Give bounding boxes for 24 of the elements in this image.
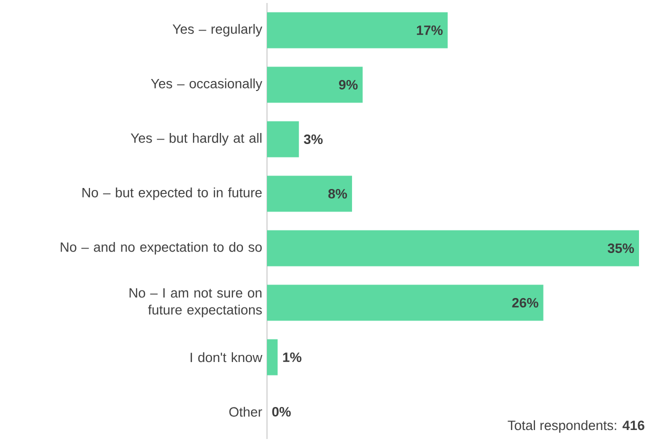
bar [267, 12, 448, 48]
bar [267, 339, 278, 376]
y-tick-label: Yes – regularly [172, 24, 262, 37]
y-tick-label: No – and no expectation to do so [60, 242, 262, 255]
data-label: 0% [272, 406, 291, 417]
bar [267, 176, 352, 212]
bar [267, 230, 639, 266]
data-label: 26% [512, 298, 538, 308]
data-label: 35% [608, 243, 634, 254]
y-tick-label: Yes – occasionally [150, 78, 262, 92]
data-label: 3% [304, 134, 323, 144]
bar [267, 121, 299, 158]
annotation: Total respondents: 416 [508, 420, 644, 433]
y-tick-label: No – but expected to in future [82, 187, 262, 200]
y-tick-label: Yes – but hardly at all [130, 132, 262, 146]
y-tick-label: I don't know [190, 352, 262, 362]
data-label: 8% [328, 188, 347, 199]
y-tick-label: Other [229, 406, 262, 417]
bar [267, 284, 544, 321]
data-label: 9% [339, 80, 358, 90]
data-label: 17% [416, 26, 443, 35]
y-tick-label: No – I am not sure on future expectations [130, 288, 262, 318]
data-label: 1% [283, 352, 302, 362]
bar [267, 66, 363, 103]
